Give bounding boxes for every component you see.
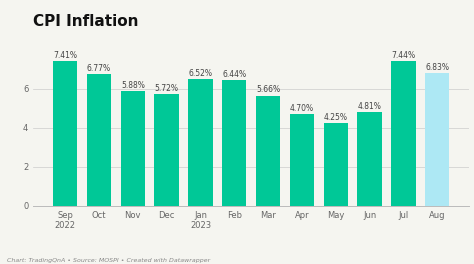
Text: 7.44%: 7.44% bbox=[392, 51, 416, 60]
Text: CPI Inflation: CPI Inflation bbox=[33, 14, 139, 29]
Text: 6.52%: 6.52% bbox=[189, 69, 212, 78]
Bar bbox=[87, 74, 111, 206]
Text: 4.70%: 4.70% bbox=[290, 104, 314, 113]
Bar bbox=[256, 96, 280, 206]
Text: 5.66%: 5.66% bbox=[256, 85, 280, 94]
Bar bbox=[425, 73, 449, 206]
Bar bbox=[324, 123, 348, 206]
Text: 6.83%: 6.83% bbox=[425, 63, 449, 72]
Text: 5.88%: 5.88% bbox=[121, 81, 145, 90]
Text: 6.44%: 6.44% bbox=[222, 70, 246, 79]
Text: 4.81%: 4.81% bbox=[358, 102, 382, 111]
Bar bbox=[222, 80, 246, 206]
Bar bbox=[188, 79, 213, 206]
Text: 4.25%: 4.25% bbox=[324, 113, 348, 122]
Bar bbox=[121, 91, 145, 206]
Text: 7.41%: 7.41% bbox=[53, 51, 77, 60]
Bar bbox=[290, 114, 314, 206]
Bar bbox=[357, 112, 382, 206]
Bar bbox=[391, 61, 416, 206]
Text: Chart: TradingQnA • Source: MOSPI • Created with Datawrapper: Chart: TradingQnA • Source: MOSPI • Crea… bbox=[7, 258, 210, 263]
Bar bbox=[155, 94, 179, 206]
Bar bbox=[53, 62, 77, 206]
Text: 5.72%: 5.72% bbox=[155, 84, 179, 93]
Text: 6.77%: 6.77% bbox=[87, 64, 111, 73]
